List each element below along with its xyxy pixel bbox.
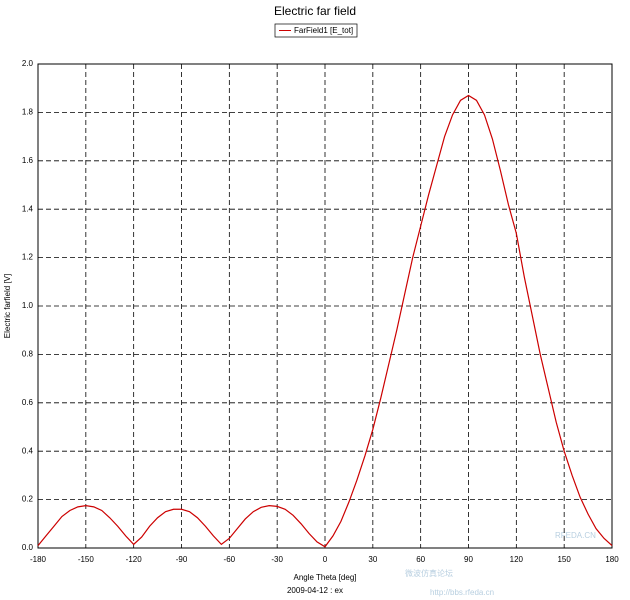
y-tick-label: 1.2 [22,253,34,262]
x-tick-label: 30 [368,555,377,564]
y-tick-label: 1.8 [22,108,34,117]
watermark: http://bbs.rfeda.cn [430,588,494,597]
y-tick-label: 0.6 [22,398,34,407]
x-tick-label: 60 [416,555,425,564]
x-tick-label: -90 [176,555,188,564]
x-tick-label: 90 [464,555,473,564]
y-tick-label: 1.6 [22,156,34,165]
y-axis-label: Electric farfield [V] [3,274,12,338]
x-tick-label: 180 [605,555,619,564]
x-tick-label: -180 [30,555,47,564]
legend-label: FarField1 [E_tot] [294,26,353,35]
legend [274,23,358,38]
x-axis-label: Angle Theta [deg] [293,573,356,582]
y-tick-label: 0.2 [22,495,34,504]
x-tick-label: -150 [78,555,95,564]
y-tick-label: 1.0 [22,301,34,310]
chart-title: Electric far field [274,4,356,18]
y-tick-label: 1.4 [22,204,34,213]
x-tick-label: 0 [323,555,328,564]
watermark: 微波仿真论坛 [405,568,453,578]
x-tick-label: -30 [271,555,283,564]
footer: 2009-04-12 : ex [287,586,343,595]
x-tick-label: 120 [510,555,524,564]
y-tick-label: 0.8 [22,350,34,359]
y-tick-label: 0.4 [22,446,34,455]
x-tick-label: -60 [224,555,236,564]
series-line [37,94,613,548]
x-tick-label: 150 [557,555,571,564]
y-tick-label: 0.0 [22,543,34,552]
x-tick-label: -120 [126,555,143,564]
watermark: RFEDA.CN [555,531,596,540]
y-tick-label: 2.0 [22,59,34,68]
